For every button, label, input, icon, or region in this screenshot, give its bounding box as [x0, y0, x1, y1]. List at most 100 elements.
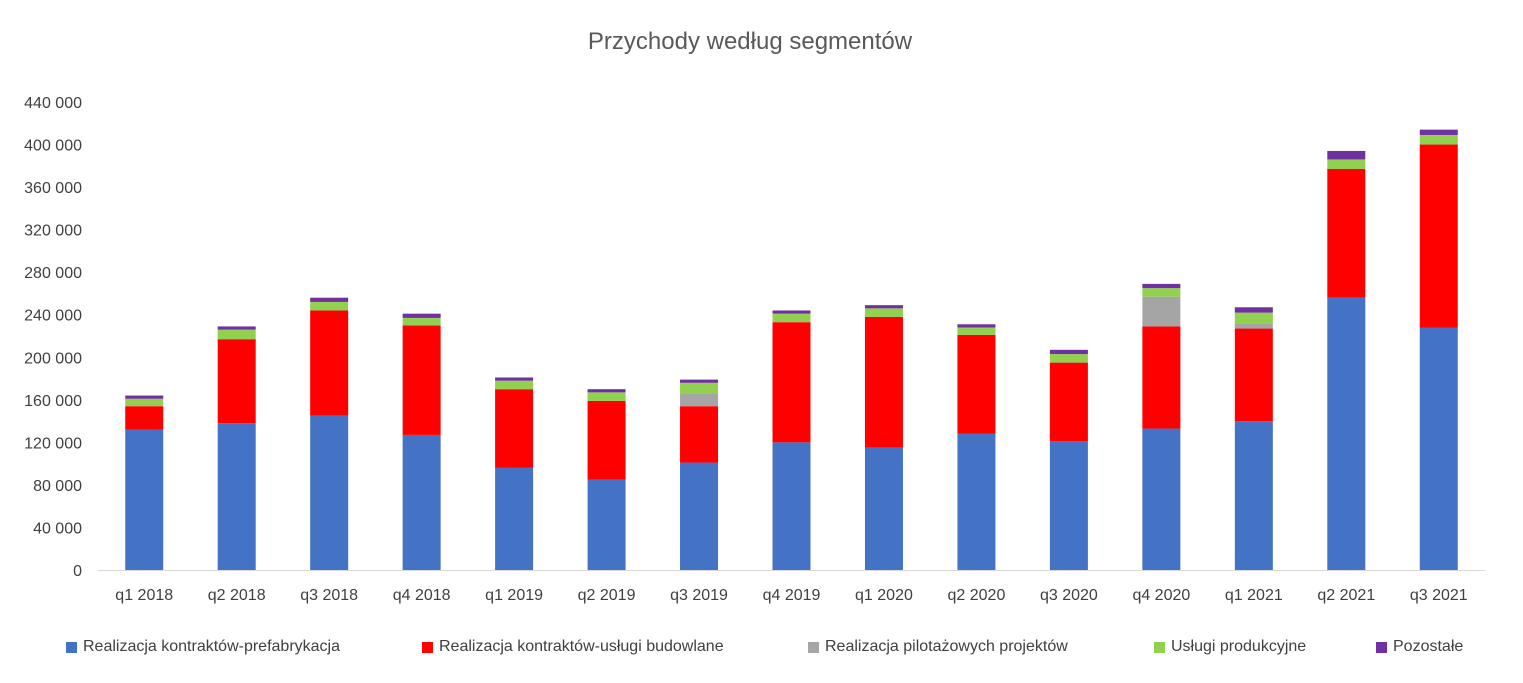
bar-segment [310, 415, 349, 570]
bar-segment [495, 380, 534, 390]
legend-label: Realizacja kontraktów-usługi budowlane [439, 638, 724, 655]
legend-label: Usługi produkcyjne [1171, 638, 1307, 655]
bar-segment [864, 308, 903, 317]
chart-title: Przychody według segmentów [587, 28, 913, 55]
bar-segment [125, 429, 164, 570]
bar-segment [217, 423, 256, 570]
y-tick-label: 0 [73, 563, 82, 580]
bar-segment [1049, 354, 1088, 363]
y-tick-label: 40 000 [33, 520, 82, 537]
y-tick-label: 80 000 [33, 478, 82, 495]
bar-segment [1049, 349, 1088, 355]
bar-segment [864, 447, 903, 570]
bar-segment [680, 393, 719, 407]
legend-label: Realizacja kontraktów-prefabrykacja [83, 638, 340, 655]
bar-segment [772, 442, 811, 570]
legend: Realizacja kontraktów-prefabrykacja Reali… [0, 638, 1523, 662]
legend-item: Pozostałe [1376, 638, 1463, 656]
bar-segment [310, 310, 349, 416]
bar-segment [310, 301, 349, 311]
x-tick-label: q1 2020 [855, 587, 913, 604]
bar-segment [587, 389, 626, 393]
bar-segment [495, 389, 534, 468]
x-tick-label: q3 2021 [1410, 587, 1468, 604]
legend-swatch [422, 641, 433, 653]
legend-item: Realizacja pilotażowych projektów [808, 638, 1068, 656]
legend-item: Usługi produkcyjne [1154, 638, 1306, 656]
bar-segment [217, 326, 256, 330]
bar-segment [957, 327, 996, 335]
bar-segment [587, 479, 626, 570]
bar-segment [864, 305, 903, 309]
x-tick-label: q2 2020 [948, 587, 1006, 604]
bar-segment [1234, 312, 1273, 324]
y-tick-label: 360 000 [24, 180, 82, 197]
y-tick-label: 320 000 [24, 223, 82, 240]
legend-label: Pozostałe [1393, 638, 1464, 655]
legend-label: Realizacja pilotażowych projektów [825, 638, 1068, 655]
bar-segment [587, 392, 626, 401]
x-tick-label: q3 2018 [300, 587, 358, 604]
bar-segment [957, 324, 996, 328]
x-tick-label: q4 2019 [763, 587, 821, 604]
bar-segment [1234, 307, 1273, 313]
legend-swatch [808, 641, 819, 653]
bar-segment [402, 313, 441, 318]
bar-segment [495, 467, 534, 570]
bar-segment [402, 317, 441, 326]
bar-segment [495, 377, 534, 381]
bar-segment [864, 316, 903, 448]
bar-segment [1234, 328, 1273, 422]
x-tick-label: q2 2019 [578, 587, 636, 604]
bar-segment [125, 398, 164, 407]
bar-segment [680, 406, 719, 463]
bar-segment [125, 395, 164, 399]
x-tick-label: q2 2021 [1317, 587, 1375, 604]
x-tick-label: q3 2019 [670, 587, 728, 604]
x-tick-label: q4 2018 [393, 587, 451, 604]
bar-segment [957, 433, 996, 570]
y-tick-label: 400 000 [24, 138, 82, 155]
bar-segment [680, 379, 719, 383]
bar-segment [1049, 362, 1088, 442]
bar-segment [587, 400, 626, 480]
bar-segment [1142, 428, 1181, 570]
bar-segment [1142, 288, 1181, 297]
bar-segment [772, 313, 811, 323]
bar-segment [772, 322, 811, 443]
bar-segment [1142, 326, 1181, 429]
y-tick-label: 440 000 [24, 95, 82, 112]
legend-swatch [1154, 641, 1165, 653]
y-tick-label: 160 000 [24, 393, 82, 410]
bar-segment [957, 334, 996, 434]
bar-segment [1419, 134, 1458, 145]
bar-segment [1327, 150, 1366, 160]
bar-segment [1419, 327, 1458, 570]
bar-segment [1142, 296, 1181, 327]
bar-segment [402, 325, 441, 435]
x-tick-label: q1 2018 [115, 587, 173, 604]
bar-segment [1234, 323, 1273, 329]
x-tick-label: q1 2019 [485, 587, 543, 604]
bar-segment [680, 382, 719, 394]
y-tick-label: 120 000 [24, 435, 82, 452]
bar-segment [680, 462, 719, 570]
y-tick-label: 280 000 [24, 265, 82, 282]
x-tick-label: q4 2020 [1132, 587, 1190, 604]
bar-segment [1327, 297, 1366, 570]
bar-segment [402, 434, 441, 570]
bar-segment [125, 406, 164, 430]
bar-segment [1142, 283, 1181, 289]
x-tick-label: q3 2020 [1040, 587, 1098, 604]
bar-segment [1419, 144, 1458, 328]
legend-swatch [1376, 641, 1387, 653]
bar-segment [217, 339, 256, 424]
bar-segment [1327, 159, 1366, 170]
legend-item: Realizacja kontraktów-prefabrykacja [66, 638, 340, 656]
bar-segment [310, 297, 349, 302]
bar-segment [1419, 129, 1458, 135]
y-tick-label: 200 000 [24, 350, 82, 367]
bar-segment [217, 329, 256, 340]
